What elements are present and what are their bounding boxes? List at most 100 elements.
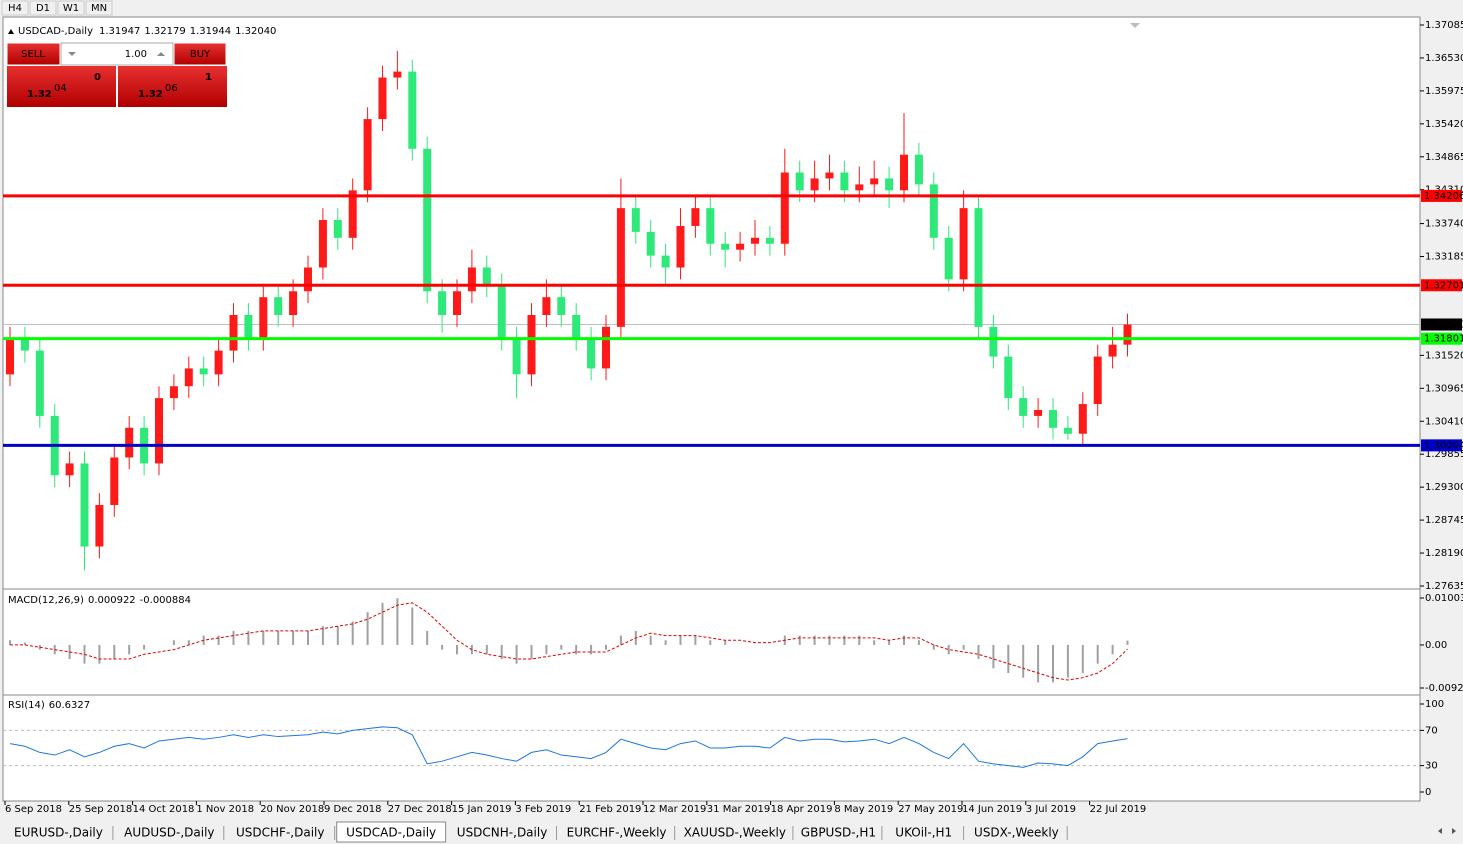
- x-tick-label: 31 Mar 2019: [707, 804, 770, 815]
- scroll-right[interactable]: [1452, 828, 1456, 834]
- bid-panel[interactable]: [7, 66, 116, 107]
- symbol-tab[interactable]: [114, 824, 224, 841]
- price-pips[interactable]: 04: [54, 83, 67, 94]
- timeframe-label[interactable]: D1: [36, 3, 50, 14]
- symbol-tab-label[interactable]: XAUUSD-,Weekly: [684, 826, 786, 840]
- candle-body: [423, 148, 432, 292]
- candle-body: [20, 338, 29, 351]
- candle-body: [616, 208, 625, 327]
- chart-header: USDCAD-,Daily 1.31947 1.32179 1.31944 1.3204…: [18, 26, 276, 37]
- x-tick-label: 14 Oct 2018: [133, 804, 195, 815]
- ohlc-value: 1.31944: [190, 26, 231, 37]
- ask-panel[interactable]: [118, 66, 227, 107]
- timeframe-button[interactable]: [29, 0, 57, 16]
- candle-body: [706, 208, 715, 244]
- level-label: 1.31801: [1424, 334, 1463, 345]
- buy-label[interactable]: BUY: [190, 49, 211, 60]
- candle-body: [453, 291, 461, 315]
- candle-body: [974, 208, 983, 327]
- symbol-tab[interactable]: [965, 824, 1068, 841]
- y-tick-label: 1.35420: [1425, 119, 1463, 130]
- symbol-tab[interactable]: [794, 824, 882, 841]
- lot-down[interactable]: [68, 52, 76, 56]
- candle-body: [825, 172, 834, 179]
- symbol-tab[interactable]: [4, 824, 113, 841]
- symbol-tab-label[interactable]: USDCAD-,Daily: [346, 826, 436, 840]
- candle-body: [900, 154, 908, 191]
- buy-button[interactable]: [173, 42, 227, 66]
- timeframe-button[interactable]: [57, 0, 85, 16]
- symbol-tab[interactable]: [225, 824, 335, 841]
- candle-body: [214, 350, 223, 375]
- candle-body: [885, 178, 894, 191]
- y-tick-label: 100: [1425, 699, 1444, 710]
- lot-value[interactable]: 1.00: [125, 49, 147, 60]
- y-tick-label: 1.37085: [1425, 20, 1463, 31]
- candle-body: [304, 267, 312, 292]
- rsi-value: 60.6327: [49, 700, 90, 711]
- x-tick-label: 9 Dec 2018: [324, 804, 382, 815]
- sell-label[interactable]: SELL: [21, 49, 45, 60]
- y-tick-label: 1.29855: [1425, 449, 1463, 460]
- level-label-box: [1421, 189, 1462, 202]
- symbol-tab-label[interactable]: USDX-,Weekly: [974, 826, 1059, 840]
- x-tick-label: 15 Jan 2019: [452, 804, 512, 815]
- symbol-tab[interactable]: [447, 824, 557, 841]
- symbol-tab-label[interactable]: USDCNH-,Daily: [457, 826, 548, 840]
- symbol-tab-label[interactable]: EURCHF-,Weekly: [567, 826, 667, 840]
- candle-body: [1108, 344, 1117, 357]
- x-tick-label: 1 Nov 2018: [196, 804, 254, 815]
- price-big[interactable]: 1.32: [27, 89, 52, 100]
- x-tick-label: 27 Dec 2018: [388, 804, 452, 815]
- lot-field[interactable]: [60, 42, 174, 66]
- x-tick-label: 18 Apr 2019: [771, 804, 833, 815]
- y-tick-label: -0.009203: [1425, 683, 1463, 694]
- symbol-tab-label[interactable]: USDCHF-,Daily: [236, 826, 324, 840]
- price-point[interactable]: 1: [205, 72, 212, 83]
- timeframe-label[interactable]: H4: [8, 3, 22, 14]
- symbol-tab-label[interactable]: GBPUSD-,H1: [801, 826, 876, 840]
- candle-body: [35, 350, 44, 416]
- candle-body: [1063, 427, 1072, 434]
- candle-body: [959, 208, 968, 280]
- signal-line: [10, 602, 1128, 681]
- symbol-tab[interactable]: [883, 824, 964, 841]
- shift-marker: [1130, 23, 1140, 28]
- price-pips[interactable]: 06: [165, 83, 178, 94]
- candle-body: [289, 291, 298, 315]
- candle-body: [1078, 404, 1087, 434]
- candle-body: [259, 297, 268, 339]
- candle-body: [736, 243, 745, 250]
- timeframe-button[interactable]: [1, 0, 29, 16]
- timeframe-label[interactable]: MN: [91, 3, 107, 14]
- y-tick-label: 1.28190: [1425, 548, 1463, 559]
- symbol-tab-label[interactable]: AUDUSD-,Daily: [124, 826, 214, 840]
- symbol-tab[interactable]: [676, 824, 793, 841]
- ohlc-value: 1.32040: [235, 26, 276, 37]
- y-tick-label: 0.00: [1425, 640, 1447, 651]
- sell-button[interactable]: [6, 42, 61, 66]
- candle-body: [229, 314, 238, 351]
- timeframe-label[interactable]: W1: [63, 3, 79, 14]
- price-point[interactable]: 0: [94, 72, 101, 83]
- y-tick-label: 1.34865: [1425, 152, 1463, 163]
- collapse-icon[interactable]: [8, 29, 14, 34]
- price-big[interactable]: 1.32: [138, 89, 163, 100]
- candle-body: [1019, 398, 1028, 416]
- candle-body: [169, 386, 178, 399]
- symbol: USDCAD-,Daily: [18, 26, 93, 37]
- symbol-tab[interactable]: [558, 824, 675, 841]
- y-tick-label: 1.30410: [1425, 416, 1463, 427]
- symbol-tab-label[interactable]: EURUSD-,Daily: [14, 826, 103, 840]
- y-tick-label: 1.29300: [1425, 482, 1463, 493]
- timeframe-button[interactable]: [85, 0, 113, 16]
- candle-body: [527, 314, 536, 375]
- candle-body: [333, 220, 342, 238]
- scroll-left[interactable]: [1438, 828, 1442, 834]
- candle-body: [751, 237, 759, 244]
- candle-body: [110, 457, 119, 505]
- symbol-tab-label[interactable]: UKOil-,H1: [895, 826, 952, 840]
- macd-value: 0.000922: [88, 595, 136, 606]
- lot-up[interactable]: [157, 52, 165, 56]
